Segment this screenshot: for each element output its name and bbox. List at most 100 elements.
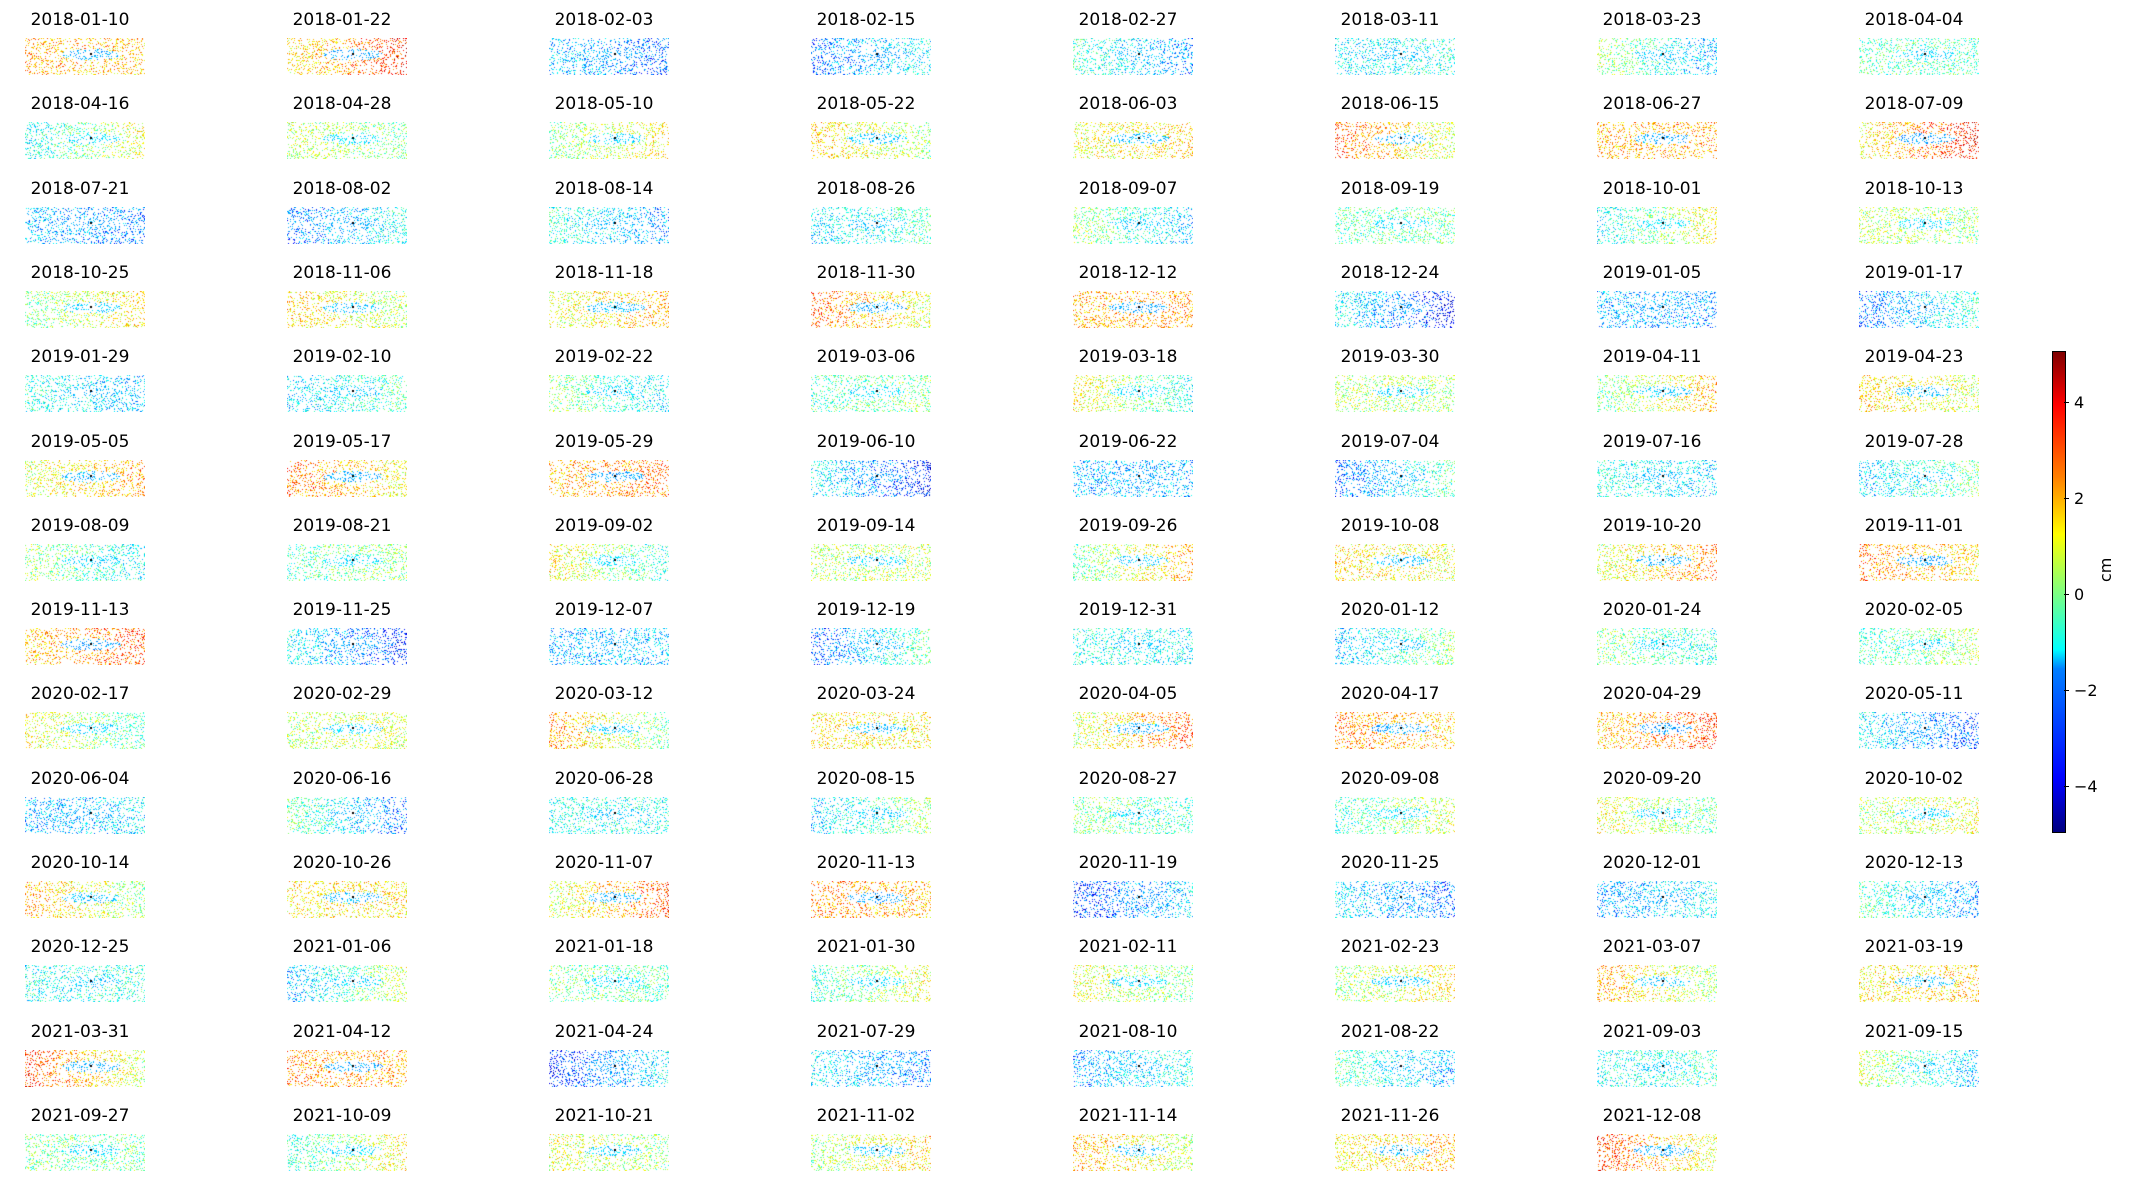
map-panel: 2018-09-07	[991, 169, 1253, 253]
panel-date-title: 2020-04-17	[1340, 684, 1440, 705]
map-panel: 2021-04-24	[467, 1012, 729, 1096]
panel-date-title: 2019-05-29	[554, 431, 654, 452]
panel-date-title: 2020-03-24	[816, 684, 916, 705]
displacement-scatter-map	[1073, 122, 1193, 160]
map-panel: 2018-11-30	[729, 253, 991, 337]
displacement-scatter-map	[1073, 290, 1193, 328]
map-panel: 2020-11-07	[467, 843, 729, 927]
displacement-scatter-map	[549, 628, 669, 666]
map-panel: 2021-11-14	[991, 1096, 1253, 1180]
panel-date-title: 2020-06-04	[30, 768, 130, 789]
map-panel: 2018-08-02	[205, 169, 467, 253]
panel-date-title: 2020-05-11	[1864, 684, 1964, 705]
displacement-scatter-map	[25, 375, 145, 413]
displacement-scatter-map	[1335, 543, 1455, 581]
displacement-scatter-map	[25, 712, 145, 750]
panel-date-title: 2020-04-05	[1078, 684, 1178, 705]
displacement-scatter-map	[1073, 38, 1193, 75]
displacement-scatter-map	[25, 459, 145, 497]
displacement-scatter-map	[1335, 38, 1455, 75]
displacement-scatter-map	[1859, 796, 1979, 834]
map-panel: 2020-01-24	[1515, 590, 1777, 674]
map-panel: 2019-02-22	[467, 337, 729, 421]
panel-date-title: 2020-12-25	[30, 937, 130, 958]
map-panel: 2018-10-25	[0, 253, 205, 337]
map-panel: 2018-06-27	[1515, 84, 1777, 168]
displacement-scatter-map	[1073, 965, 1193, 1003]
map-panel: 2020-06-28	[467, 759, 729, 843]
map-panel: 2019-11-25	[205, 590, 467, 674]
displacement-scatter-map	[1335, 881, 1455, 918]
displacement-scatter-map	[811, 881, 931, 918]
panel-date-title: 2021-04-12	[292, 1021, 392, 1042]
displacement-scatter-map	[1335, 965, 1455, 1003]
map-panel: 2020-09-08	[1253, 759, 1515, 843]
map-panel: 2019-10-20	[1515, 506, 1777, 590]
panel-date-title: 2021-08-22	[1340, 1021, 1440, 1042]
panel-date-title: 2018-08-26	[816, 178, 916, 199]
displacement-scatter-map	[1597, 290, 1717, 328]
colorbar-tick: −2	[2064, 681, 2098, 700]
map-panel: 2019-03-06	[729, 337, 991, 421]
displacement-scatter-map	[1859, 965, 1979, 1003]
displacement-scatter-map	[1073, 206, 1193, 244]
map-panel: 2018-10-13	[1777, 169, 2039, 253]
map-panel: 2020-09-20	[1515, 759, 1777, 843]
map-panel: 2019-07-16	[1515, 422, 1777, 506]
map-panel: 2018-05-22	[729, 84, 991, 168]
map-panel: 2018-07-09	[1777, 84, 2039, 168]
panel-date-title: 2020-11-19	[1078, 853, 1178, 873]
displacement-scatter-map	[1597, 206, 1717, 244]
map-panel: 2020-01-12	[1253, 590, 1515, 674]
map-panel: 2018-04-16	[0, 84, 205, 168]
panel-date-title: 2019-09-02	[554, 515, 654, 536]
displacement-scatter-map	[25, 796, 145, 834]
displacement-scatter-map	[1335, 1133, 1455, 1171]
displacement-scatter-map	[287, 543, 407, 581]
displacement-scatter-map	[1859, 38, 1979, 75]
displacement-scatter-map	[25, 1049, 145, 1087]
panel-date-title: 2020-11-13	[816, 853, 916, 873]
panel-date-title: 2018-10-25	[30, 262, 130, 283]
panel-date-title: 2020-02-05	[1864, 600, 1964, 621]
map-panel: 2018-11-06	[205, 253, 467, 337]
displacement-scatter-map	[811, 122, 931, 160]
panel-date-title: 2019-07-28	[1864, 431, 1964, 452]
map-panel: 2018-02-15	[729, 0, 991, 84]
displacement-scatter-map	[1859, 712, 1979, 750]
displacement-scatter-map	[811, 796, 931, 834]
panel-date-title: 2021-10-21	[554, 1105, 654, 1126]
map-panel: 2020-02-29	[205, 674, 467, 758]
panel-date-title: 2020-10-26	[292, 853, 392, 873]
colorbar-label: cm	[2096, 557, 2115, 582]
displacement-scatter-map	[1859, 881, 1979, 918]
map-panel: 2020-12-01	[1515, 843, 1777, 927]
colorbar-tick: −4	[2064, 777, 2098, 796]
map-panel: 2019-08-09	[0, 506, 205, 590]
panel-date-title: 2019-06-10	[816, 431, 916, 452]
displacement-scatter-map	[25, 122, 145, 160]
map-panel: 2021-08-22	[1253, 1012, 1515, 1096]
displacement-scatter-map	[25, 290, 145, 328]
panel-date-title: 2018-04-28	[292, 94, 392, 115]
displacement-scatter-map	[811, 543, 931, 581]
panel-date-title: 2021-12-08	[1602, 1105, 1702, 1126]
map-panel: 2020-04-05	[991, 674, 1253, 758]
displacement-scatter-map	[25, 38, 145, 75]
map-panel: 2020-08-27	[991, 759, 1253, 843]
panel-date-title: 2018-10-01	[1602, 178, 1702, 199]
panel-date-title: 2019-04-11	[1602, 347, 1702, 368]
panel-date-title: 2021-08-10	[1078, 1021, 1178, 1042]
map-panel: 2018-02-03	[467, 0, 729, 84]
map-panel: 2018-01-10	[0, 0, 205, 84]
displacement-scatter-map	[25, 881, 145, 918]
displacement-scatter-map	[549, 206, 669, 244]
map-panel: 2018-08-26	[729, 169, 991, 253]
map-panel: 2020-10-26	[205, 843, 467, 927]
panel-date-title: 2021-02-11	[1078, 937, 1178, 958]
map-panel: 2021-01-18	[467, 927, 729, 1011]
panel-date-title: 2019-01-05	[1602, 262, 1702, 283]
map-panel: 2019-01-05	[1515, 253, 1777, 337]
panel-date-title: 2019-12-31	[1078, 600, 1178, 621]
map-panel: 2021-01-06	[205, 927, 467, 1011]
